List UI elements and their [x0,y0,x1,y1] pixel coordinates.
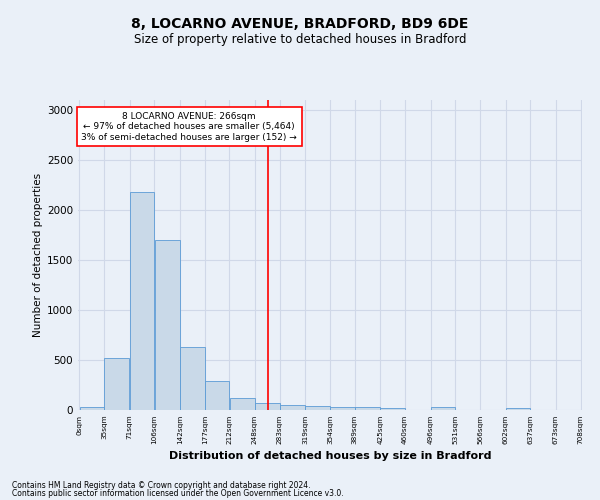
Bar [305,406,330,410]
Text: Size of property relative to detached houses in Bradford: Size of property relative to detached ho… [134,32,466,46]
Text: Contains HM Land Registry data © Crown copyright and database right 2024.: Contains HM Land Registry data © Crown c… [12,480,311,490]
Bar [431,407,455,410]
Bar [380,408,405,410]
Bar [104,358,130,410]
Text: 8 LOCARNO AVENUE: 266sqm
← 97% of detached houses are smaller (5,464)
3% of semi: 8 LOCARNO AVENUE: 266sqm ← 97% of detach… [81,112,297,142]
Text: Contains public sector information licensed under the Open Government Licence v3: Contains public sector information licen… [12,489,344,498]
Bar [355,407,380,410]
Bar [130,192,154,410]
Bar [180,346,205,410]
Bar [506,408,530,410]
Bar [255,402,280,410]
Text: 8, LOCARNO AVENUE, BRADFORD, BD9 6DE: 8, LOCARNO AVENUE, BRADFORD, BD9 6DE [131,18,469,32]
Bar [280,405,305,410]
Bar [330,406,355,410]
Bar [230,398,255,410]
Y-axis label: Number of detached properties: Number of detached properties [33,173,43,337]
Bar [80,406,104,410]
Bar [205,381,229,410]
Bar [155,240,180,410]
X-axis label: Distribution of detached houses by size in Bradford: Distribution of detached houses by size … [169,451,491,461]
